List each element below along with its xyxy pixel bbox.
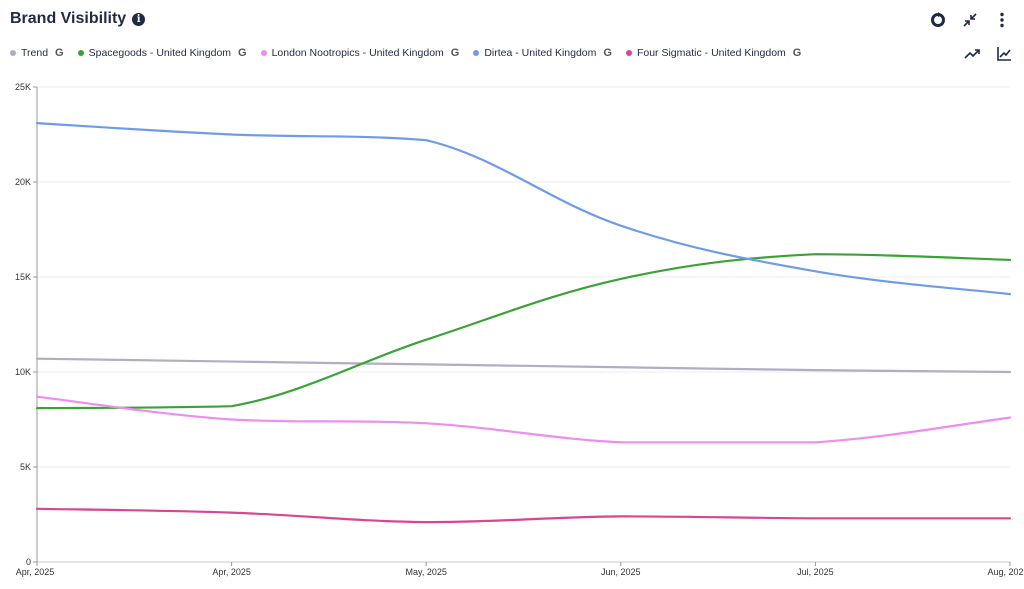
legend-item-spacegoods[interactable]: Spacegoods - United Kingdom G — [77, 47, 247, 59]
legend-dot — [10, 50, 16, 56]
y-tick-label: 20K — [15, 177, 31, 187]
series-line-london-nootropics-united-kingdom — [35, 395, 1012, 444]
series-line-trend — [35, 357, 1012, 374]
collapse-icon — [963, 13, 977, 27]
legend-label: London Nootropics - United Kingdom — [271, 47, 444, 59]
line-trend-button[interactable] — [962, 44, 982, 64]
google-icon: G — [238, 47, 247, 59]
refresh-button[interactable] — [928, 10, 948, 30]
legend-item-four-sigmatic[interactable]: Four Sigmatic - United Kingdom G — [625, 47, 802, 59]
title-wrap: Brand Visibility i — [10, 10, 146, 28]
y-tick-label: 10K — [15, 367, 31, 377]
y-tick-label: 15K — [15, 272, 31, 282]
legend-dot — [473, 50, 480, 56]
legend-item-dirtea[interactable]: Dirtea - United Kingdom G — [473, 47, 612, 59]
line-chart: 0 5K 10K 15K 20K 25K Apr, 2025 Apr, 2025 May, 20… — [15, 82, 1024, 577]
x-tick-label: Jul, 2025 — [797, 567, 834, 577]
google-icon: G — [792, 47, 802, 59]
card-header: Brand Visibility i — [0, 0, 1024, 42]
series-line-dirtea-united-kingdom — [35, 122, 1012, 296]
legend-dot — [77, 50, 84, 56]
chart-legend: Trend G Spacegoods - United Kingdom G Lo… — [10, 47, 801, 59]
page-title: Brand Visibility — [10, 10, 127, 27]
chart-axis-icon — [997, 47, 1011, 61]
legend-dot — [625, 50, 632, 56]
legend-dot — [260, 50, 267, 56]
y-tick-label: 25K — [15, 82, 31, 92]
legend-item-trend[interactable]: Trend G — [10, 47, 64, 59]
legend-item-london-nootropics[interactable]: London Nootropics - United Kingdom G — [260, 47, 460, 59]
x-tick-label: May, 2025 — [406, 567, 447, 577]
x-tick-label: Aug, 2025 — [987, 567, 1024, 577]
y-tick-label: 0 — [26, 557, 31, 567]
google-icon: G — [603, 47, 612, 59]
legend-label: Spacegoods - United Kingdom — [88, 47, 232, 59]
legend-label: Trend — [21, 47, 49, 59]
more-vertical-icon — [1000, 12, 1004, 28]
google-icon: G — [450, 47, 460, 59]
info-icon[interactable]: i — [132, 12, 146, 26]
more-options-button[interactable] — [992, 10, 1012, 30]
x-tick-label: Apr, 2025 — [212, 567, 251, 577]
x-tick-label: Apr, 2025 — [16, 567, 55, 577]
chart-axis-button[interactable] — [994, 44, 1014, 64]
series-line-four-sigmatic-united-kingdom — [35, 507, 1012, 524]
legend-label: Four Sigmatic - United Kingdom — [636, 47, 786, 59]
google-icon: G — [55, 47, 64, 59]
collapse-button[interactable] — [960, 10, 980, 30]
series-line-spacegoods-united-kingdom — [35, 253, 1012, 410]
view-actions — [962, 44, 1014, 64]
legend-label: Dirtea - United Kingdom — [484, 47, 597, 59]
y-tick-label: 5K — [20, 462, 31, 472]
refresh-icon — [931, 12, 945, 27]
header-actions — [928, 10, 1012, 30]
x-tick-label: Jun, 2025 — [601, 567, 641, 577]
line-trend-icon — [964, 49, 980, 59]
